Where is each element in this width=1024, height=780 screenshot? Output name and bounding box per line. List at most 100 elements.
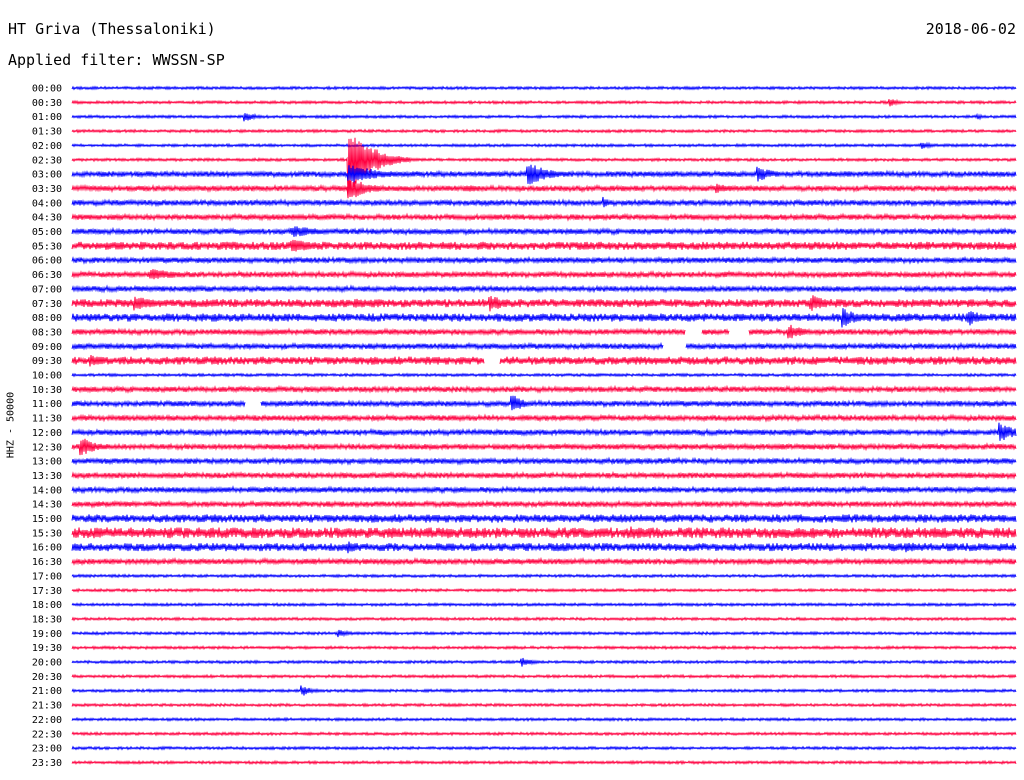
trace-1800 [71,601,1017,608]
time-label-2000: 20:00 [32,658,62,669]
trace-2330 [71,759,1017,766]
trace-0900 [71,341,1017,351]
trace-1200 [71,422,1017,441]
trace-1030 [71,384,1017,394]
time-label-1430: 14:30 [32,500,62,511]
time-label-0530: 05:30 [32,241,62,252]
time-label-1530: 15:30 [32,528,62,539]
time-label-0330: 03:30 [32,184,62,195]
filter-label: Applied filter: WWSSN-SP [8,51,225,69]
trace-0230 [71,137,1017,197]
trace-0330 [71,180,1017,199]
trace-0730 [71,295,1017,312]
time-label-0930: 09:30 [32,356,62,367]
trace-1830 [71,616,1017,622]
trace-1730 [71,587,1017,594]
trace-2130 [71,702,1017,708]
time-label-0800: 08:00 [32,313,62,324]
time-label-1100: 11:00 [32,399,62,410]
trace-1000 [71,372,1017,378]
time-label-1130: 11:30 [32,414,62,425]
trace-0500 [71,226,1017,237]
trace-0200 [71,141,1017,150]
time-label-0630: 06:30 [32,270,62,281]
time-label-0430: 04:30 [32,213,62,224]
time-label-1000: 10:00 [32,371,62,382]
trace-0630 [71,269,1017,280]
trace-1330 [71,470,1017,480]
trace-1930 [71,644,1017,651]
trace-2100 [71,685,1017,696]
trace-1900 [71,629,1017,638]
time-label-0100: 01:00 [32,112,62,123]
time-label-1730: 17:30 [32,586,62,597]
trace-0100 [71,112,1017,122]
time-label-0830: 08:30 [32,327,62,338]
time-label-1500: 15:00 [32,514,62,525]
trace-1530 [71,526,1017,539]
time-label-2030: 20:30 [32,672,62,683]
trace-1230 [71,438,1017,456]
time-label-0000: 00:00 [32,84,62,95]
time-label-1800: 18:00 [32,600,62,611]
time-label-0200: 02:00 [32,141,62,152]
trace-0600 [71,255,1017,265]
seismic-traces [71,85,1017,766]
time-label-1230: 12:30 [32,442,62,453]
time-label-1300: 13:00 [32,457,62,468]
time-label-1930: 19:30 [32,643,62,654]
trace-2030 [71,673,1017,680]
time-label-1900: 19:00 [32,629,62,640]
time-label-2300: 23:00 [32,744,62,755]
trace-0130 [71,128,1017,134]
trace-1630 [71,556,1017,567]
time-label-0300: 03:00 [32,170,62,181]
time-label-2130: 21:30 [32,701,62,712]
record-date: 2018-06-02 [925,20,1016,38]
time-label-0500: 05:00 [32,227,62,238]
time-label-1600: 16:00 [32,543,62,554]
trace-1700 [71,573,1017,579]
time-label-0730: 07:30 [32,299,62,310]
time-label-2330: 23:30 [32,758,62,769]
trace-1130 [71,413,1017,423]
time-label-1330: 13:30 [32,471,62,482]
trace-0300 [71,164,1017,185]
trace-0800 [71,308,1017,328]
time-label-0600: 06:00 [32,256,62,267]
time-label-0130: 01:30 [32,127,62,138]
trace-2200 [71,716,1017,723]
time-label-1030: 10:30 [32,385,62,396]
trace-1400 [71,485,1017,495]
time-label-2100: 21:00 [32,686,62,697]
trace-0030 [71,98,1017,107]
time-label-1630: 16:30 [32,557,62,568]
time-label-0030: 00:30 [32,98,62,109]
time-label-1830: 18:30 [32,614,62,625]
time-label-1200: 12:00 [32,428,62,439]
trace-2300 [71,745,1017,751]
trace-0930 [71,355,1017,367]
time-label-0400: 04:00 [32,198,62,209]
trace-1600 [71,541,1017,554]
trace-0830 [71,324,1017,339]
station-title: HT Griva (Thessaloniki) [8,20,216,38]
trace-1500 [71,514,1017,523]
time-label-2200: 22:00 [32,715,62,726]
time-label-0900: 09:00 [32,342,62,353]
trace-0530 [71,239,1017,252]
time-axis-labels: 00:00 00:30 01:00 01:30 02:00 02:30 03:00 03:30… [32,84,62,769]
trace-2230 [71,731,1017,737]
time-label-0230: 02:30 [32,155,62,166]
trace-0000 [71,85,1017,91]
time-label-0700: 07:00 [32,284,62,295]
trace-0430 [71,212,1017,222]
trace-2000 [71,657,1017,667]
time-label-1400: 14:00 [32,485,62,496]
trace-1300 [71,456,1017,466]
trace-0400 [71,196,1017,208]
trace-0700 [71,284,1017,294]
trace-1100 [71,395,1017,411]
time-label-1700: 17:00 [32,571,62,582]
